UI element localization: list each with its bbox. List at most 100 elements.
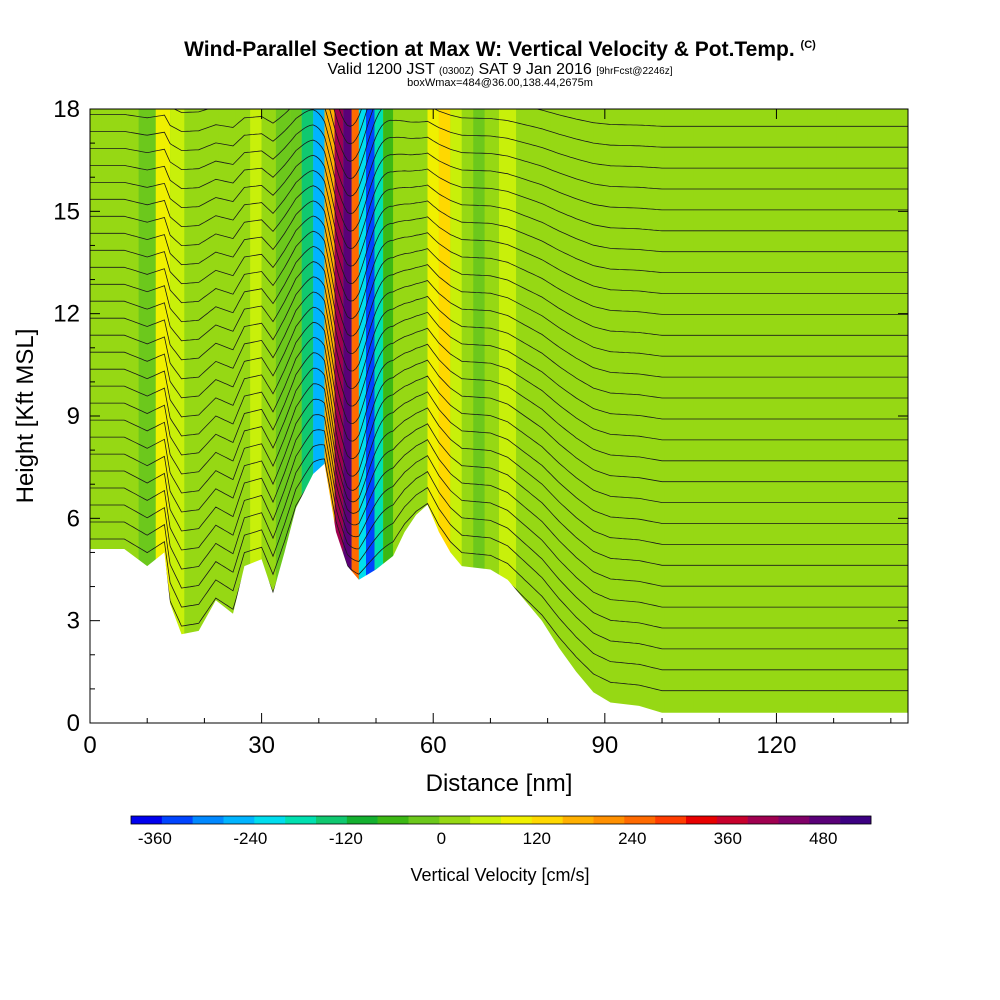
isentrope-line — [90, 337, 908, 483]
colorbar-swatch — [840, 816, 872, 824]
valid-time-line: Valid 1200 JST (0300Z) SAT 9 Jan 2016 [9… — [327, 61, 673, 78]
velocity-cell — [261, 109, 276, 723]
velocity-cell — [779, 109, 808, 723]
x-tick-label: 90 — [591, 732, 618, 759]
colorbar-swatch — [285, 816, 317, 824]
x-tick-label: 30 — [248, 732, 275, 759]
colorbar-swatch — [161, 816, 193, 824]
colorbar-swatch — [223, 816, 255, 824]
x-tick-label: 0 — [83, 732, 96, 759]
velocity-cell — [393, 109, 405, 723]
colorbar-swatch — [655, 816, 687, 824]
velocity-cell — [313, 109, 325, 723]
colorbar-swatch — [809, 816, 841, 824]
velocity-cell — [218, 109, 236, 723]
colorbar-swatch — [439, 816, 471, 824]
colorbar-tick-label: 360 — [714, 829, 742, 848]
velocity-cell — [550, 109, 571, 723]
colorbar-swatch — [470, 816, 502, 824]
velocity-cell — [836, 109, 866, 723]
y-tick-label: 15 — [53, 198, 80, 225]
velocity-cell — [416, 109, 428, 723]
isentrope-line — [90, 398, 908, 566]
y-axis-label: Height [Kft MSL] — [12, 329, 39, 504]
x-tick-label: 60 — [420, 732, 447, 759]
chart-title: Wind-Parallel Section at Max W: Vertical… — [184, 38, 816, 61]
isentrope-line — [90, 139, 908, 232]
colorbar-tick-label: 0 — [437, 829, 446, 848]
isentrope-line — [90, 444, 908, 629]
colorbar-swatch — [254, 816, 286, 824]
isentrope-line — [90, 215, 908, 320]
isentrope-line — [90, 200, 908, 302]
velocity-cell — [473, 109, 485, 723]
colorbar-swatch — [593, 816, 625, 824]
y-tick-label: 12 — [53, 301, 80, 328]
colorbar-swatch — [562, 816, 594, 824]
velocity-cell — [170, 109, 185, 723]
velocity-cell — [290, 109, 302, 723]
isentrope-line — [90, 414, 908, 587]
colorbar-label: Vertical Velocity [cm/s] — [410, 865, 589, 885]
y-tick-label: 9 — [67, 403, 80, 430]
velocity-cell — [722, 109, 751, 723]
potential-temperature-contours — [90, 109, 908, 692]
velocity-cell — [570, 109, 594, 723]
velocity-cell — [427, 109, 439, 723]
colorbar-swatch — [377, 816, 409, 824]
colorbar: -360 -240 -120 0 120 240 360 480 — [130, 815, 872, 848]
colorbar-swatch — [346, 816, 378, 824]
colorbar-swatch — [316, 816, 348, 824]
isentrope-line — [90, 458, 908, 650]
isentrope-line — [90, 109, 908, 197]
velocity-cell — [343, 109, 352, 723]
velocity-cell — [461, 109, 474, 723]
isentrope-line — [90, 306, 908, 441]
velocity-cell — [450, 109, 462, 723]
colorbar-swatch — [408, 816, 440, 824]
velocity-cell — [358, 109, 367, 723]
colorbar-swatch — [131, 816, 163, 824]
isentrope-line — [90, 429, 908, 608]
y-tick-label: 6 — [67, 505, 80, 532]
isentrope-line — [90, 109, 908, 180]
x-tick-label: 120 — [756, 732, 796, 759]
isentrope-line — [90, 185, 908, 285]
colorbar-tick-label: 480 — [809, 829, 837, 848]
isentrope-line — [90, 383, 908, 545]
copyright-mark: (C) — [800, 39, 816, 51]
colorbar-swatch — [531, 816, 563, 824]
velocity-cell — [250, 109, 262, 723]
x-axis-label: Distance [nm] — [426, 770, 573, 797]
colorbar-tick-label: 120 — [523, 829, 551, 848]
terrain-mask — [90, 463, 908, 723]
isentrope-line — [90, 352, 908, 503]
isentrope-line — [90, 245, 908, 357]
velocity-cell — [383, 109, 394, 723]
colorbar-swatch — [686, 816, 718, 824]
velocity-cell — [374, 109, 384, 723]
colorbar-swatch — [501, 816, 533, 824]
isentrope-line — [173, 109, 908, 162]
velocity-cell — [351, 109, 359, 723]
velocity-cell — [593, 109, 617, 723]
isentrope-line — [90, 230, 908, 337]
isentrope-line — [90, 170, 908, 267]
colorbar-swatch — [624, 816, 656, 824]
colorbar-swatch — [716, 816, 748, 824]
velocity-cell — [499, 109, 517, 723]
isentrope-line — [90, 261, 908, 378]
y-tick-label: 18 — [53, 96, 80, 123]
isentrope-line — [90, 291, 908, 420]
colorbar-tick-label: -360 — [138, 829, 172, 848]
velocity-cell — [807, 109, 837, 723]
isentrope-line — [90, 321, 908, 462]
box-wmax-info: boxWmax=484@36.00,138.44,2675m — [407, 77, 593, 89]
colorbar-swatch — [778, 816, 810, 824]
velocity-cell — [616, 109, 640, 723]
colorbar-tick-label: -120 — [329, 829, 363, 848]
colorbar-frame — [130, 815, 872, 825]
colorbar-tick-label: 240 — [618, 829, 646, 848]
isentrope-line — [90, 124, 908, 215]
